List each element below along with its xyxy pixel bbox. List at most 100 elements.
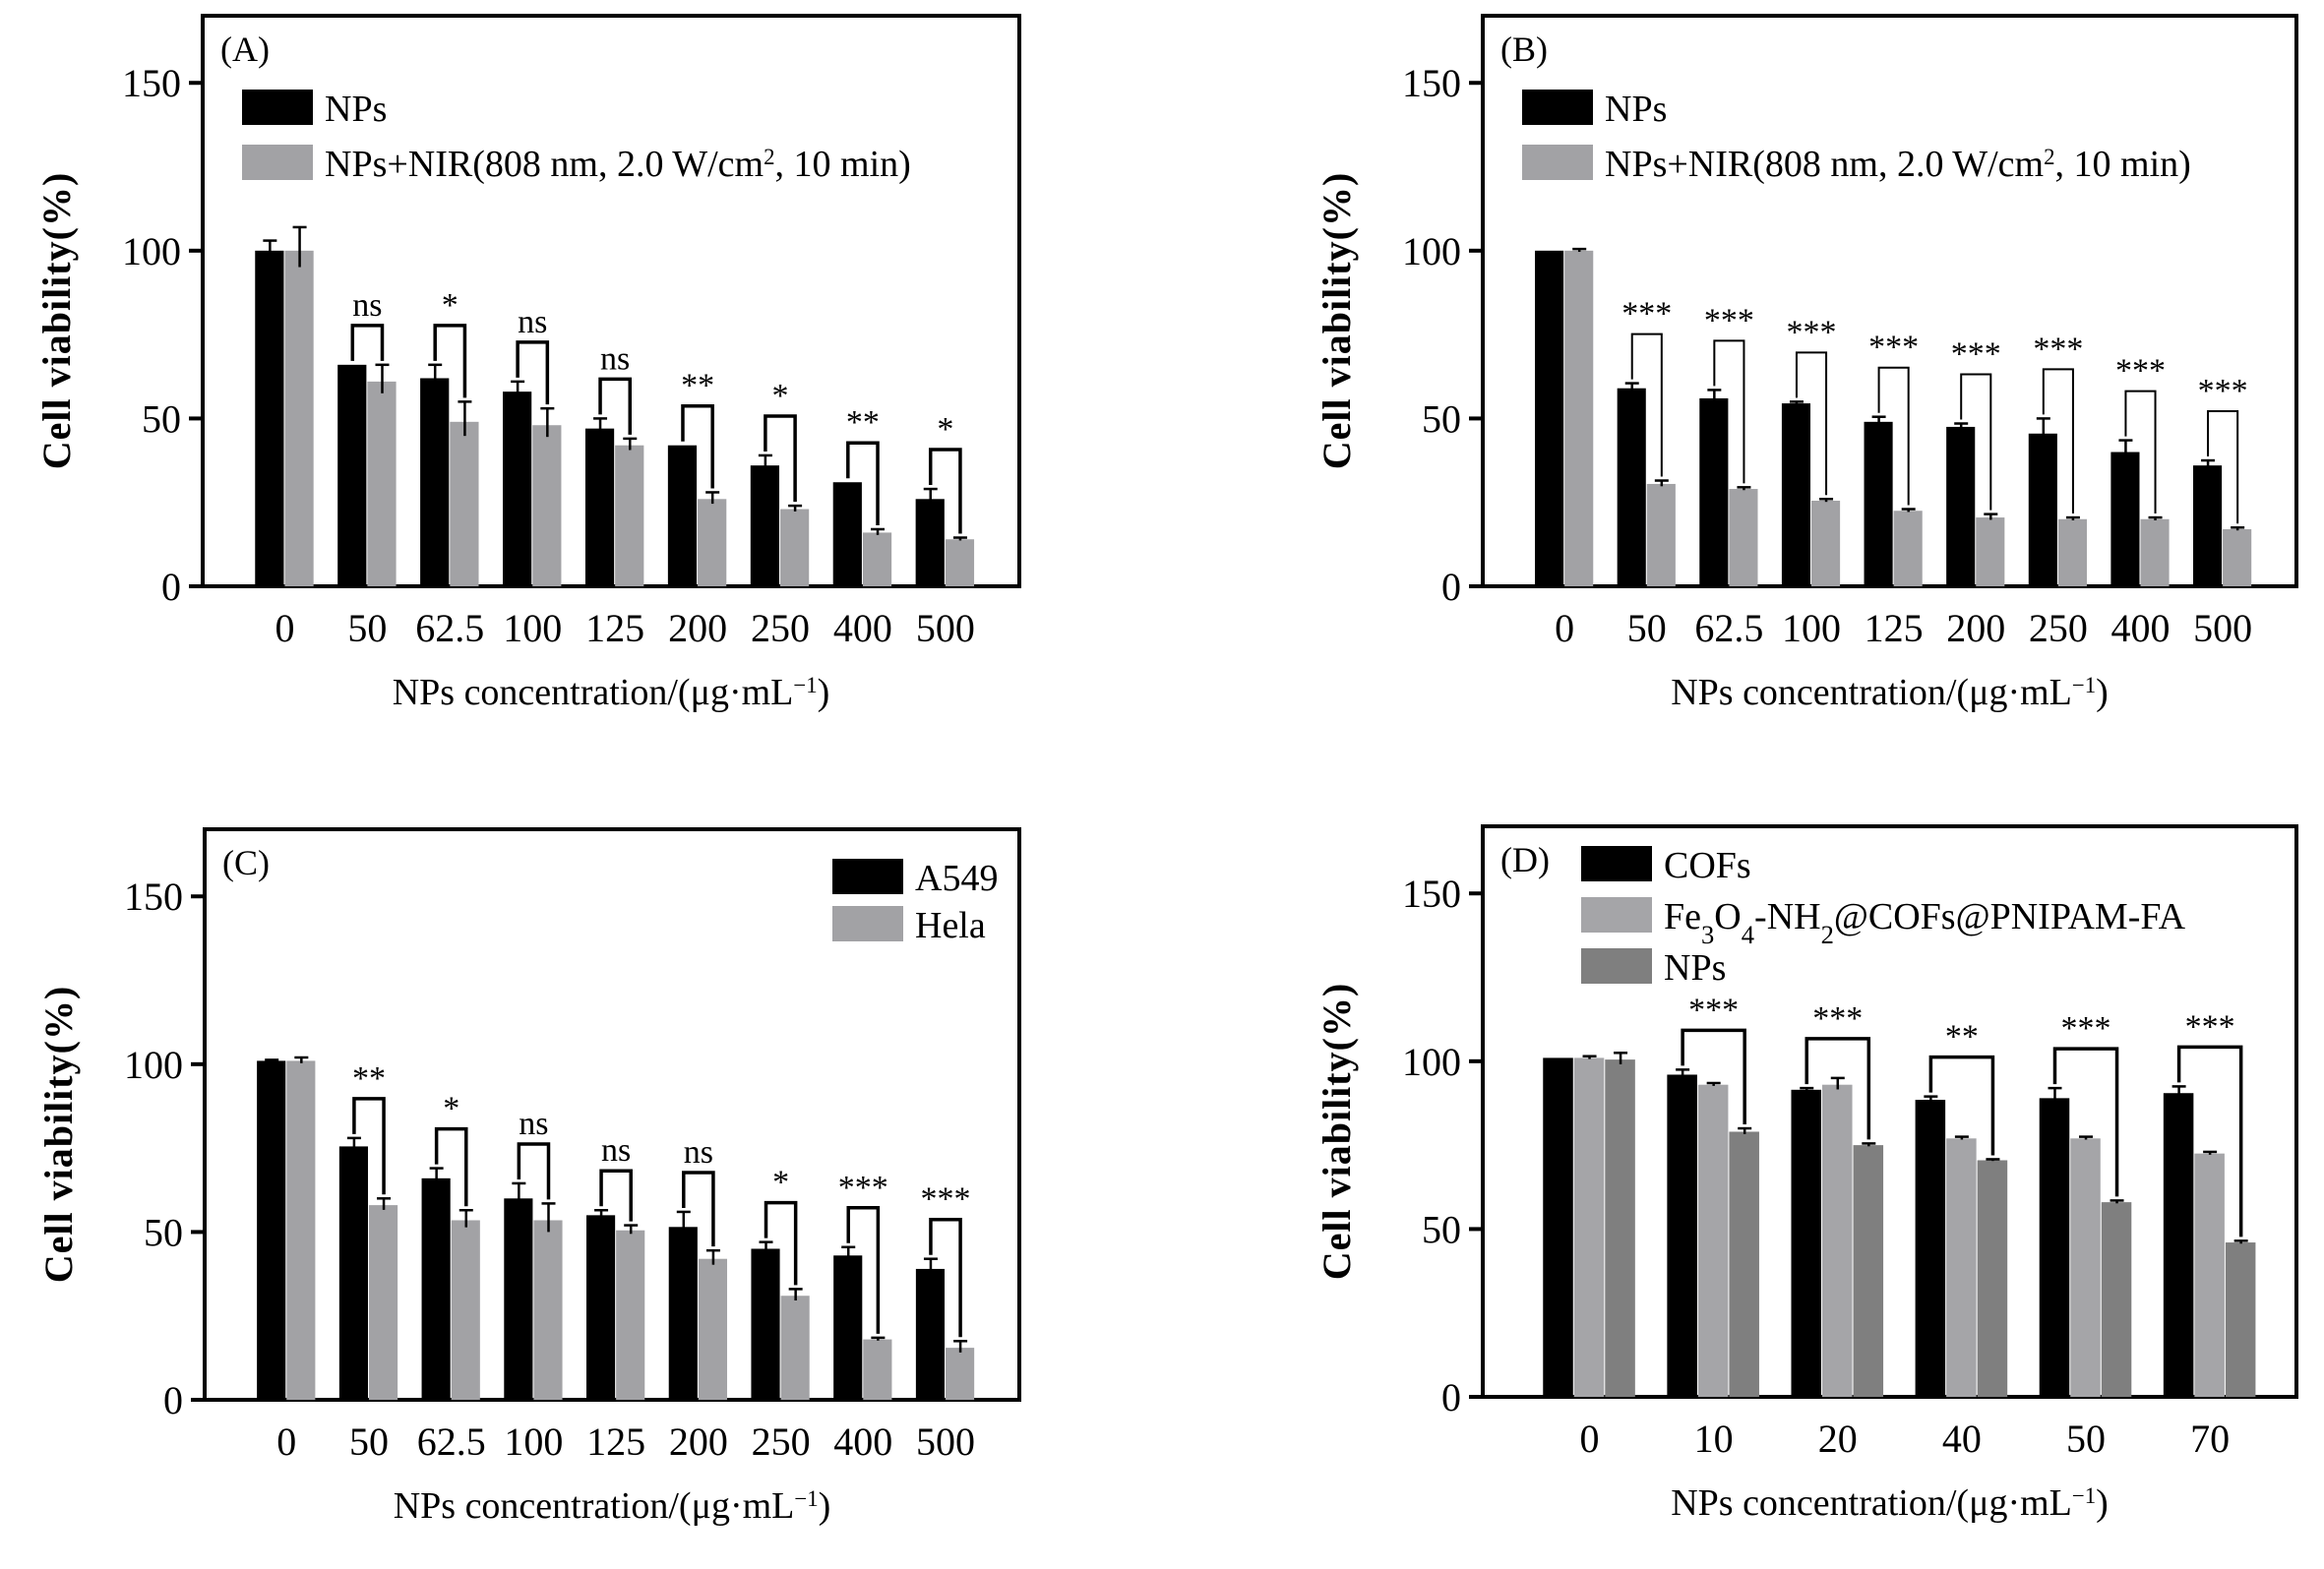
x-tick-label: 0 (1580, 1417, 1600, 1461)
bar (2194, 1153, 2225, 1397)
legend-swatch (242, 145, 313, 180)
legend-label: NPs+NIR(808 nm, 2.0 W/cm2, 10 min) (1605, 144, 2191, 185)
bar (1893, 511, 1923, 586)
significance-label: ns (600, 340, 630, 377)
bar (1699, 397, 1729, 586)
bar (257, 1060, 286, 1400)
x-tick-label: 250 (751, 606, 810, 650)
significance-label: *** (838, 1170, 888, 1206)
bar (337, 364, 367, 586)
bar (284, 250, 314, 586)
significance-label: *** (921, 1181, 971, 1218)
bar (584, 428, 615, 586)
bar (338, 1146, 368, 1400)
y-tick-label: 0 (161, 565, 181, 609)
significance-label: *** (1787, 314, 1837, 350)
bar (2110, 452, 2140, 586)
y-tick-label: 150 (124, 875, 183, 919)
x-tick-label: 50 (2066, 1417, 2106, 1461)
bar (1729, 489, 1758, 586)
bar (420, 378, 450, 586)
chart-panel-b: 0 50 100 150 Cell viability(%) NPs concentrat… (1315, 14, 2298, 713)
bar (780, 1296, 810, 1400)
bar (833, 1255, 863, 1400)
legend-swatch (1581, 846, 1652, 881)
x-tick-label: 20 (1818, 1417, 1858, 1461)
bar (667, 445, 698, 586)
significance-bracket (2207, 410, 2239, 524)
significance-bracket (1804, 1037, 1871, 1140)
y-tick-label: 100 (1402, 229, 1461, 273)
y-tick-label: 50 (142, 396, 181, 441)
significance-bracket (2052, 1047, 2119, 1197)
bar (1667, 1074, 1697, 1397)
y-axis-label: Cell viability(%) (36, 986, 81, 1284)
legend-label: NPs (325, 89, 387, 130)
x-tick-label: 0 (276, 1419, 296, 1464)
significance-label: * (443, 1091, 459, 1127)
bar (2039, 1098, 2070, 1397)
y-axis-label: Cell viability(%) (34, 172, 79, 470)
x-tick-label: 400 (833, 606, 892, 650)
significance-label: ** (681, 368, 714, 404)
significance-bracket (1681, 1028, 1746, 1125)
chart-panel-c: 0 50 100 150 Cell viability(%) NPs concentrat… (36, 827, 1021, 1527)
bar (255, 250, 284, 586)
bar (1564, 250, 1594, 586)
x-tick-label: 250 (2029, 606, 2088, 650)
y-tick-label: 50 (1422, 396, 1461, 441)
significance-bracket (681, 403, 714, 489)
significance-bracket (764, 414, 797, 503)
legend-label: A549 (915, 858, 998, 899)
significance-label: *** (2033, 331, 2083, 367)
significance-label: *** (1704, 302, 1754, 338)
significance-bracket (846, 1206, 881, 1334)
bar (832, 482, 862, 586)
bar (915, 499, 945, 586)
x-tick-label: 125 (586, 1419, 645, 1464)
bar (2057, 518, 2087, 586)
bar (2140, 518, 2170, 586)
bar (862, 532, 892, 586)
bar (915, 1268, 946, 1400)
bar (946, 1348, 975, 1400)
legend-swatch (832, 859, 903, 894)
x-tick-label: 125 (1865, 606, 1924, 650)
legend: NPs NPs+NIR(808 nm, 2.0 W/cm2, 10 min) (1522, 89, 2191, 185)
bar (368, 1205, 398, 1400)
bar (2101, 1202, 2132, 1397)
y-tick-label: 50 (1422, 1207, 1461, 1251)
x-axis-label: NPs concentration/(μg·mL−1) (1671, 1482, 2109, 1524)
x-tick-label: 62.5 (417, 1419, 486, 1464)
legend-swatch (1522, 90, 1593, 125)
significance-label: *** (1812, 1000, 1863, 1037)
y-axis-label: Cell viability(%) (1315, 983, 1359, 1281)
x-tick-label: 400 (833, 1419, 892, 1464)
x-tick-label: 125 (585, 606, 644, 650)
bar (1729, 1131, 1759, 1397)
bar (367, 381, 397, 586)
significance-bracket (2124, 390, 2157, 514)
x-tick-label: 62.5 (415, 606, 484, 650)
significance-bracket (2042, 368, 2074, 514)
legend-label: NPs (1605, 89, 1667, 130)
legend-swatch (832, 906, 903, 941)
y-tick-label: 150 (1402, 872, 1461, 916)
y-tick-label: 0 (1441, 1375, 1461, 1419)
bar (2223, 529, 2252, 586)
significance-bracket (350, 324, 385, 361)
bar (1946, 1138, 1977, 1397)
significance-label: ** (352, 1060, 386, 1097)
bar (616, 1230, 645, 1400)
bar (615, 445, 644, 586)
x-tick-label: 50 (1627, 606, 1667, 650)
significance-label: ** (1945, 1019, 1979, 1056)
panel-label: (D) (1500, 840, 1550, 879)
bar (751, 1248, 780, 1400)
bar (1543, 1057, 1573, 1397)
chart-panel-a: 0 50 100 150 Cell viability(%) NPs concentrat… (34, 14, 1021, 713)
significance-bracket (433, 324, 467, 398)
bar (286, 1060, 316, 1400)
bar (450, 421, 479, 586)
